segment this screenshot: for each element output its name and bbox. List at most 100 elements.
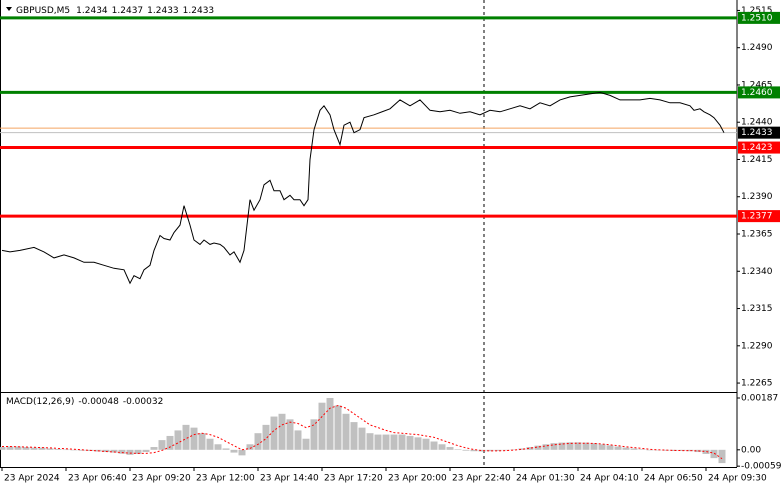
macd-bar [518, 448, 526, 450]
macd-bar [414, 437, 422, 450]
low: 1.2433 [147, 6, 179, 16]
macd-bar [638, 449, 646, 450]
y-tick-label: 1.2440 [741, 118, 773, 128]
macd-bar [14, 446, 22, 450]
y-tick-label: 1.2390 [741, 192, 773, 202]
y-tick-label: 1.2265 [741, 379, 773, 389]
macd-bar [406, 435, 414, 450]
macd-bar [142, 449, 150, 453]
macd-bar [558, 442, 566, 450]
macd-bar [190, 427, 198, 450]
macd-bar [670, 449, 678, 451]
macd-bar [134, 449, 142, 454]
macd-bar [678, 449, 686, 451]
macd-bar [334, 405, 342, 450]
macd-bar [382, 434, 390, 450]
level-label-box [738, 11, 780, 24]
y-tick-label: 1.2315 [741, 304, 773, 314]
macd-bar [582, 442, 590, 450]
y-tick-label: 1.2290 [741, 341, 773, 351]
macd-bar [694, 449, 702, 453]
macd-bar [286, 419, 294, 450]
x-tick-label: 23 Apr 12:00 [196, 474, 255, 484]
price-line [1, 91, 725, 285]
x-tick-label: 23 Apr 17:20 [324, 474, 383, 484]
level-label: 1.2377 [741, 212, 773, 222]
x-tick-label: 24 Apr 09:30 [708, 474, 767, 484]
macd-bar [470, 449, 478, 452]
macd-bar [6, 446, 14, 450]
x-tick-label: 23 Apr 22:40 [452, 474, 511, 484]
level-label: 1.2460 [741, 88, 773, 98]
macd-bar [646, 449, 654, 451]
macd-bar [542, 444, 550, 450]
macd-bar [566, 442, 574, 450]
macd-bar [454, 449, 462, 450]
x-tick-label: 23 Apr 2024 [4, 474, 60, 484]
macd-y-tick-label: -0.00059 [741, 462, 781, 472]
macd-bar [150, 447, 158, 450]
macd-bar [198, 433, 206, 450]
macd-bar [358, 427, 366, 450]
price-label: 1.2433 [741, 128, 773, 138]
macd-bar [158, 440, 166, 450]
high: 1.2437 [112, 6, 144, 16]
x-tick-label: 24 Apr 06:50 [644, 474, 703, 484]
x-tick-label: 23 Apr 09:20 [132, 474, 191, 484]
macd-bar [702, 449, 710, 454]
macd-title: MACD(12,26,9) [6, 397, 74, 407]
open: 1.2434 [76, 6, 108, 16]
macd-bar [366, 433, 374, 450]
macd-bar [494, 449, 502, 451]
macd-bar [262, 424, 270, 450]
macd-bar [622, 447, 630, 450]
macd-bar [174, 430, 182, 450]
macd-bar [630, 448, 638, 450]
y-tick-label: 1.2465 [741, 80, 773, 90]
macd-header: MACD(12,26,9) -0.00048 -0.00032 [6, 397, 163, 407]
macd-bar [310, 419, 318, 450]
macd-y-tick-label: 0.00 [741, 445, 761, 455]
macd-y-tick-label: 0.00187 [741, 393, 778, 403]
macd-bar [446, 447, 454, 450]
y-tick-label: 1.2415 [741, 155, 773, 165]
level-label-box [738, 86, 780, 99]
macd-bar [342, 413, 350, 450]
level-label-box [738, 210, 780, 223]
macd-bar [246, 444, 254, 450]
macd-bar [110, 449, 118, 453]
symbol: GBPUSD,M5 [16, 6, 70, 16]
macd-bar [598, 444, 606, 450]
macd-bar [462, 449, 470, 451]
x-tick-label: 24 Apr 04:10 [580, 474, 639, 484]
macd-bar [230, 449, 238, 453]
macd-bar [606, 445, 614, 450]
level-label: 1.2510 [741, 13, 773, 23]
macd-bar [430, 441, 438, 450]
macd-bar [278, 413, 286, 450]
x-tick-label: 23 Apr 20:00 [388, 474, 447, 484]
macd-bar [502, 449, 510, 451]
macd-bar [46, 448, 54, 450]
macd-bar [270, 416, 278, 450]
macd-bar [326, 397, 334, 450]
price-label-box [738, 126, 780, 139]
macd-bar [510, 449, 518, 451]
macd-bar [126, 449, 134, 455]
macd-bar [302, 438, 310, 450]
macd-bar [478, 449, 486, 452]
level-label: 1.2423 [741, 143, 773, 153]
macd-bar [166, 435, 174, 450]
macd-bar [550, 443, 558, 450]
menu-triangle [6, 7, 12, 11]
macd-bar [62, 449, 70, 451]
macd-bar [710, 449, 718, 459]
macd-bar [206, 438, 214, 450]
macd-bar [22, 447, 30, 450]
macd-bar [486, 449, 494, 452]
macd-value: -0.00048 [78, 397, 119, 407]
macd-bar [662, 449, 670, 451]
chart-header: GBPUSD,M5 1.2434 1.2437 1.2433 1.2433 [16, 6, 214, 16]
